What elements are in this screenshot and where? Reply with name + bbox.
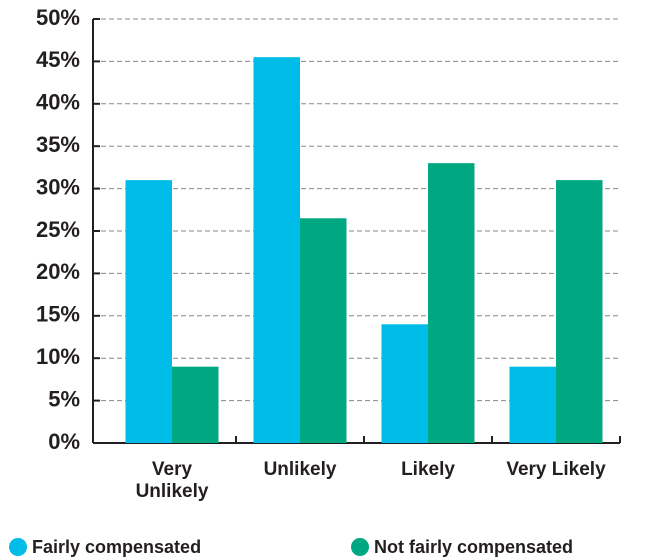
y-tick-label: 45% (36, 47, 80, 72)
bar (381, 324, 428, 443)
x-tick-label: Very Unlikely (135, 459, 209, 502)
bar (428, 163, 475, 443)
y-tick-label: 25% (36, 217, 80, 242)
legend-label: Not fairly compensated (374, 537, 573, 557)
bar (556, 180, 603, 443)
bar (125, 180, 172, 443)
y-tick-label: 35% (36, 132, 80, 157)
legend-label: Fairly compensated (32, 537, 201, 557)
y-tick-label: 10% (36, 344, 80, 369)
bar (172, 366, 219, 443)
y-tick-label: 20% (36, 259, 80, 284)
bar (300, 218, 347, 443)
y-tick-label: 50% (36, 5, 80, 30)
legend-marker (9, 538, 27, 556)
bar (253, 57, 300, 443)
bar (509, 366, 556, 443)
x-tick-label: Likely (401, 459, 455, 480)
y-tick-label: 40% (36, 90, 80, 115)
legend-marker (351, 538, 369, 556)
x-tick-label: Unlikely (263, 459, 337, 480)
x-tick-label: Very Likely (506, 459, 606, 480)
y-tick-label: 5% (48, 386, 80, 411)
y-tick-label: 30% (36, 174, 80, 199)
y-tick-label: 0% (48, 429, 80, 454)
y-tick-label: 15% (36, 302, 80, 327)
